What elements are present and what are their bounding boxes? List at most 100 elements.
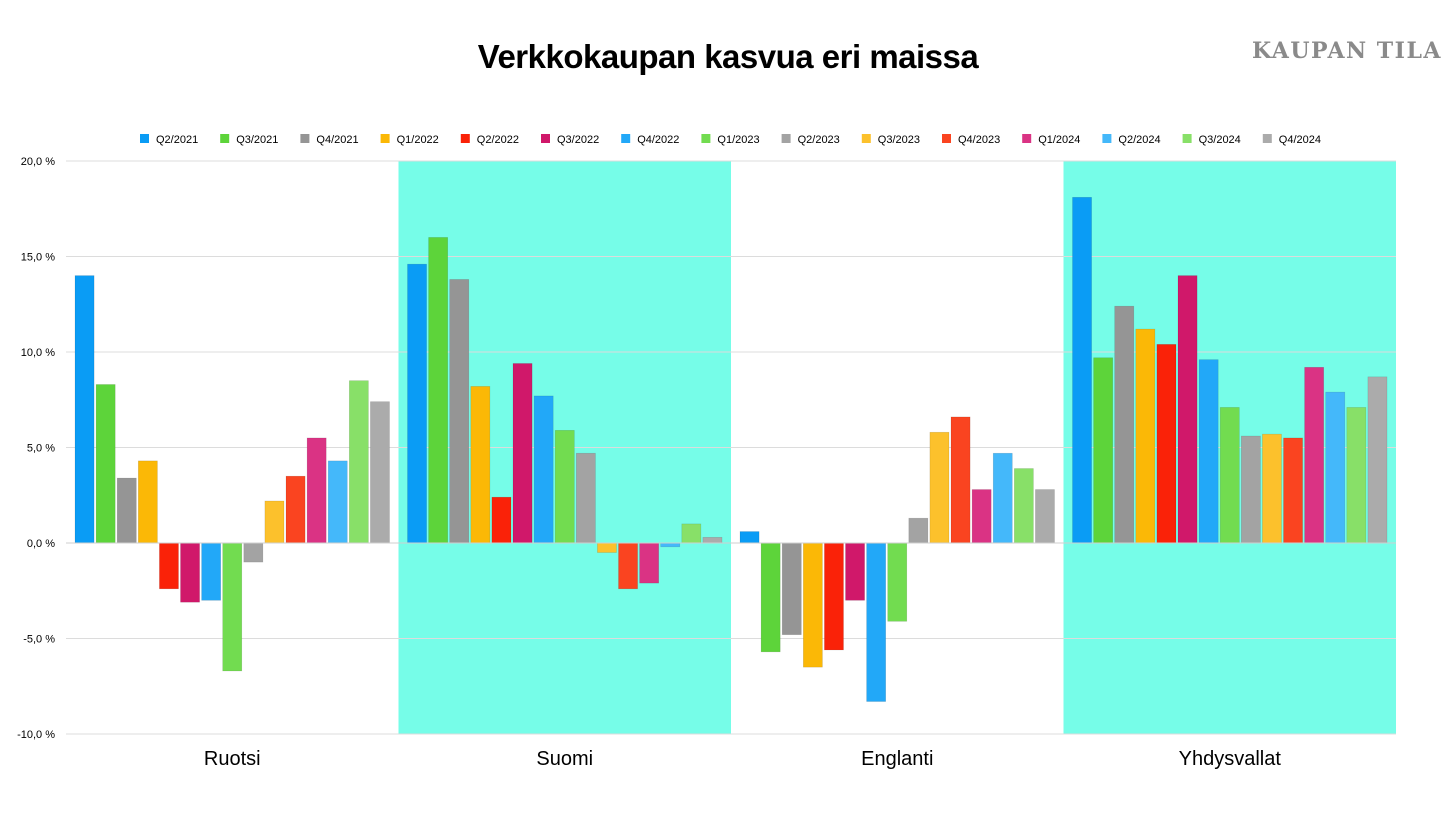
y-tick-label: 15,0 %: [21, 252, 55, 264]
bar-englanti-Q4-2024: [1035, 489, 1055, 544]
legend-label: Q3/2021: [236, 134, 278, 146]
legend-swatch: [460, 134, 470, 143]
legend-swatch: [380, 134, 390, 143]
legend-swatch: [861, 134, 871, 143]
category-label: Ruotsi: [204, 748, 261, 770]
y-tick-label: 5,0 %: [27, 443, 55, 455]
legend-label: Q2/2022: [477, 134, 519, 146]
bar-ruotsi-Q2-2021: [74, 275, 95, 544]
bar-englanti-Q2-2022: [824, 542, 844, 651]
bar-ruotsi-Q2-2023: [243, 542, 264, 563]
legend-label: Q4/2024: [1279, 134, 1321, 146]
bar-englanti-Q3-2022: [845, 542, 865, 601]
legend-label: Q2/2021: [156, 134, 198, 146]
legend-swatch: [541, 134, 550, 143]
bar-yhdysvallat-Q1-2023: [1219, 407, 1240, 544]
legend-swatch: [1102, 134, 1112, 143]
legend-label: Q4/2023: [958, 134, 1000, 146]
bar-ruotsi-Q4-2021: [116, 477, 137, 544]
bar-ruotsi-Q2-2022: [159, 542, 179, 590]
y-tick-label: -5,0 %: [23, 634, 55, 646]
bar-englanti-Q3-2021: [760, 542, 781, 653]
legend-label: Q3/2023: [878, 134, 920, 146]
legend-swatch: [1262, 134, 1272, 143]
legend-swatch: [1022, 134, 1032, 143]
bar-ruotsi-Q1-2024: [306, 437, 327, 544]
bar-suomi-Q4-2023: [618, 542, 638, 590]
bar-ruotsi-Q4-2024: [370, 401, 390, 544]
legend-swatch: [300, 134, 310, 143]
bar-suomi-Q2-2024: [660, 542, 681, 548]
legend-swatch: [621, 134, 631, 143]
y-tick-label: 0,0 %: [27, 538, 55, 550]
bar-englanti-Q2-2024: [992, 452, 1013, 544]
bar-englanti-Q2-2021: [739, 531, 760, 544]
bar-suomi-Q3-2022: [512, 363, 533, 544]
legend-label: Q1/2024: [1038, 134, 1080, 146]
bar-suomi-Q1-2022: [470, 386, 491, 544]
bar-suomi-Q1-2024: [639, 542, 659, 584]
legend-label: Q4/2021: [316, 134, 358, 146]
y-tick-label: -10,0 %: [17, 729, 55, 741]
legend-label: Q2/2023: [798, 134, 840, 146]
legend-label: Q3/2022: [557, 134, 599, 146]
bar-suomi-Q4-2022: [533, 395, 554, 544]
bar-yhdysvallat-Q3-2024: [1346, 407, 1367, 544]
category-label: Yhdysvallat: [1179, 748, 1282, 770]
bar-yhdysvallat-Q4-2021: [1114, 305, 1135, 544]
bar-yhdysvallat-Q4-2023: [1283, 437, 1303, 544]
legend-swatch: [140, 134, 149, 143]
bar-yhdysvallat-Q1-2024: [1304, 366, 1324, 544]
bar-englanti-Q1-2024: [971, 489, 992, 544]
category-label: Englanti: [861, 748, 933, 770]
bar-suomi-Q4-2024: [702, 536, 723, 544]
bar-yhdysvallat-Q3-2021: [1093, 357, 1113, 544]
legend-swatch: [701, 134, 711, 143]
bar-suomi-Q2-2023: [575, 452, 596, 544]
legend-swatch: [220, 134, 230, 143]
bar-suomi-Q4-2021: [449, 279, 470, 544]
bar-yhdysvallat-Q2-2021: [1072, 196, 1092, 544]
bar-yhdysvallat-Q2-2023: [1241, 435, 1261, 544]
bar-englanti-Q3-2024: [1013, 468, 1034, 544]
bar-englanti-Q4-2021: [781, 542, 802, 635]
y-tick-label: 20,0 %: [21, 156, 55, 168]
legend-label: Q3/2024: [1199, 134, 1241, 146]
bar-englanti-Q4-2023: [950, 416, 971, 544]
bar-suomi-Q3-2021: [428, 237, 449, 544]
bar-ruotsi-Q4-2023: [285, 475, 306, 544]
bar-ruotsi-Q1-2022: [138, 460, 158, 544]
legend-label: Q1/2023: [717, 134, 759, 146]
bar-ruotsi-Q2-2024: [327, 460, 348, 544]
bar-ruotsi-Q4-2022: [201, 542, 222, 601]
bar-suomi-Q2-2021: [407, 263, 427, 544]
bar-suomi-Q3-2024: [681, 523, 702, 544]
legend-label: Q4/2022: [637, 134, 679, 146]
bar-yhdysvallat-Q3-2023: [1262, 433, 1282, 544]
bar-ruotsi-Q3-2022: [180, 542, 200, 603]
bar-englanti-Q4-2022: [866, 542, 886, 702]
bar-ruotsi-Q3-2021: [95, 384, 116, 544]
bar-yhdysvallat-Q3-2022: [1177, 275, 1198, 544]
legend-swatch: [781, 134, 791, 143]
bar-ruotsi-Q3-2024: [348, 380, 369, 544]
bar-yhdysvallat-Q4-2024: [1367, 376, 1388, 544]
y-tick-label: 10,0 %: [21, 347, 55, 359]
bar-yhdysvallat-Q4-2022: [1198, 359, 1219, 544]
bar-suomi-Q2-2022: [491, 496, 512, 544]
bar-englanti-Q3-2023: [929, 431, 950, 544]
brand-logo: KAUPAN TILA: [1252, 38, 1442, 64]
bar-yhdysvallat-Q2-2022: [1156, 344, 1177, 544]
bar-yhdysvallat-Q1-2022: [1135, 328, 1156, 544]
legend-label: Q1/2022: [397, 134, 439, 146]
legend-label: Q2/2024: [1118, 134, 1160, 146]
legend-swatch: [1182, 134, 1192, 143]
bar-englanti-Q1-2023: [887, 542, 908, 622]
bar-englanti-Q1-2022: [802, 542, 823, 668]
bar-englanti-Q2-2023: [908, 517, 929, 544]
chart-title: Verkkokaupan kasvua eri maissa: [477, 38, 979, 75]
bar-ruotsi-Q3-2023: [264, 500, 285, 544]
bar-ruotsi-Q1-2023: [222, 542, 243, 672]
category-label: Suomi: [536, 748, 593, 770]
